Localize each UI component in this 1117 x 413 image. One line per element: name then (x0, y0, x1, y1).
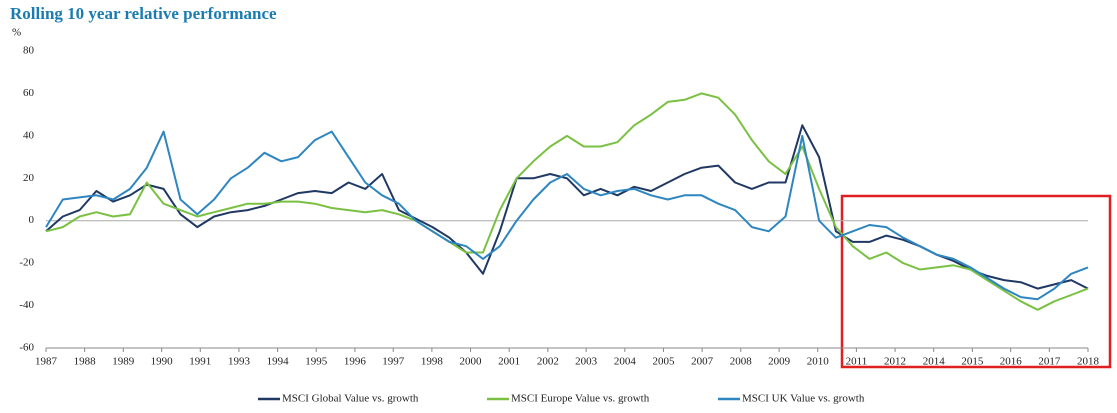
x-tick-label: 2012 (884, 356, 906, 368)
y-tick-label: -20 (19, 257, 34, 269)
x-tick-label: 2001 (498, 356, 520, 368)
x-tick-label: 1993 (228, 356, 251, 368)
legend-label: MSCI Europe Value vs. growth (511, 393, 650, 405)
x-tick-label: 2008 (730, 356, 753, 368)
y-tick-label: 40 (23, 129, 35, 141)
x-tick-label: 1990 (151, 356, 174, 368)
x-tick-label: 2002 (537, 356, 559, 368)
x-tick-label: 2005 (652, 356, 675, 368)
x-tick-label: 2004 (614, 356, 637, 368)
x-tick-label: 2000 (460, 356, 483, 368)
y-tick-label: 20 (23, 172, 35, 184)
y-tick-label: 0 (29, 214, 35, 226)
y-tick-label: 60 (23, 87, 35, 99)
y-axis-label: % (12, 27, 21, 39)
y-tick-label: -60 (19, 342, 34, 354)
legend-label: MSCI Global Value vs. growth (282, 393, 419, 405)
x-tick-label: 2007 (691, 356, 714, 368)
x-tick-label: 2016 (1000, 356, 1023, 368)
legend-label: MSCI UK Value vs. growth (742, 393, 865, 405)
x-tick-label: 1996 (344, 356, 367, 368)
highlight-box (840, 194, 1112, 369)
series-line (45, 130, 1089, 301)
x-tick-label: 2018 (1077, 356, 1100, 368)
x-tick-label: 1994 (267, 356, 290, 368)
x-tick-label: 1988 (74, 356, 97, 368)
x-tick-label: 1989 (112, 356, 135, 368)
x-tick-label: 2011 (846, 356, 868, 368)
x-tick-label: 2017 (1038, 356, 1061, 368)
x-tick-label: 2003 (575, 356, 598, 368)
x-tick-label: 1995 (305, 356, 328, 368)
x-tick-label: 1991 (189, 356, 211, 368)
chart-title: Rolling 10 year relative performance (10, 4, 277, 23)
x-tick-label: 2014 (923, 356, 946, 368)
x-tick-label: 1998 (421, 356, 444, 368)
y-tick-label: 80 (23, 45, 35, 57)
series-line (45, 92, 1089, 311)
x-tick-label: 2010 (807, 356, 830, 368)
y-tick-label: -40 (19, 299, 34, 311)
series-line (45, 124, 1089, 290)
x-tick-label: 1987 (35, 356, 58, 368)
x-tick-label: 2009 (768, 356, 791, 368)
x-tick-label: 1997 (382, 356, 405, 368)
x-tick-label: 2015 (961, 356, 984, 368)
